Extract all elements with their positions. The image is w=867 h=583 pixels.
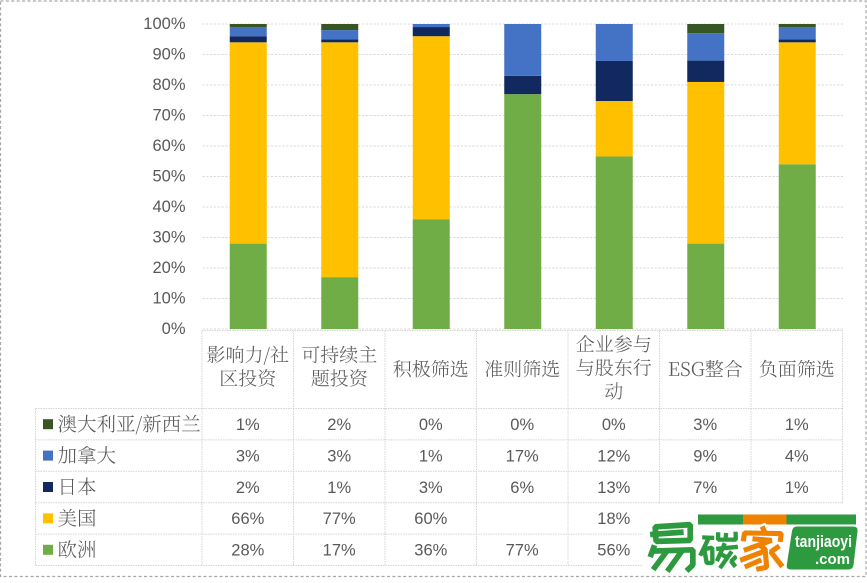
svg-text:66%: 66%: [231, 510, 264, 528]
svg-text:77%: 77%: [323, 510, 356, 528]
svg-text:60%: 60%: [152, 137, 185, 155]
svg-text:90%: 90%: [152, 46, 185, 64]
svg-text:77%: 77%: [506, 542, 539, 560]
svg-text:36%: 36%: [414, 542, 447, 560]
svg-text:13%: 13%: [597, 479, 630, 497]
svg-text:17%: 17%: [506, 447, 539, 465]
svg-text:1%: 1%: [785, 479, 809, 497]
svg-text:100%: 100%: [143, 15, 186, 33]
svg-text:1%: 1%: [419, 447, 443, 465]
svg-text:40%: 40%: [152, 198, 185, 216]
svg-text:1%: 1%: [236, 416, 260, 434]
svg-text:70%: 70%: [152, 107, 185, 125]
svg-text:2%: 2%: [327, 416, 351, 434]
svg-text:12%: 12%: [597, 447, 630, 465]
svg-text:17%: 17%: [323, 542, 356, 560]
svg-text:1%: 1%: [785, 416, 809, 434]
svg-text:50%: 50%: [152, 168, 185, 186]
svg-text:60%: 60%: [414, 510, 447, 528]
svg-text:0%: 0%: [419, 416, 443, 434]
svg-text:.com: .com: [815, 551, 850, 568]
svg-text:3%: 3%: [327, 447, 351, 465]
svg-text:80%: 80%: [152, 76, 185, 94]
svg-text:18%: 18%: [597, 510, 630, 528]
svg-text:0%: 0%: [162, 320, 186, 338]
svg-text:3%: 3%: [419, 479, 443, 497]
svg-text:3%: 3%: [236, 447, 260, 465]
svg-text:4%: 4%: [785, 447, 809, 465]
svg-text:20%: 20%: [152, 259, 185, 277]
svg-text:1%: 1%: [327, 479, 351, 497]
svg-text:9%: 9%: [693, 447, 717, 465]
svg-text:56%: 56%: [597, 542, 630, 560]
svg-text:28%: 28%: [231, 542, 264, 560]
svg-text:0%: 0%: [510, 416, 534, 434]
svg-text:3%: 3%: [693, 416, 717, 434]
svg-text:2%: 2%: [236, 479, 260, 497]
svg-text:6%: 6%: [510, 479, 534, 497]
svg-text:7%: 7%: [693, 479, 717, 497]
svg-text:10%: 10%: [152, 290, 185, 308]
svg-text:0%: 0%: [602, 416, 626, 434]
svg-text:30%: 30%: [152, 229, 185, 247]
svg-text:tanjiaoyi: tanjiaoyi: [795, 533, 852, 551]
